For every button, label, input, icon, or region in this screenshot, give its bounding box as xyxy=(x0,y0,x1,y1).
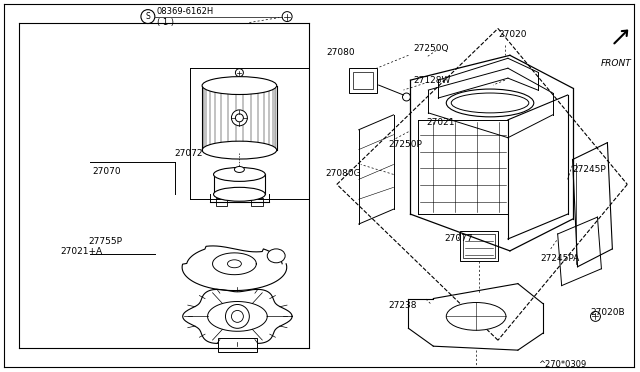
Ellipse shape xyxy=(268,249,285,263)
Ellipse shape xyxy=(446,89,534,117)
Ellipse shape xyxy=(234,167,244,173)
Ellipse shape xyxy=(236,114,243,122)
Text: 27072: 27072 xyxy=(175,148,204,158)
Bar xyxy=(353,72,372,89)
Ellipse shape xyxy=(227,260,241,268)
Ellipse shape xyxy=(214,187,265,201)
Text: 27020: 27020 xyxy=(498,31,527,39)
Text: 27250Q: 27250Q xyxy=(413,44,449,53)
Text: 27128W: 27128W xyxy=(413,76,451,85)
Text: S: S xyxy=(145,12,150,21)
Text: 27755P: 27755P xyxy=(88,237,122,246)
Text: 27021+A: 27021+A xyxy=(60,247,102,256)
Bar xyxy=(349,68,377,93)
Bar xyxy=(252,198,263,206)
Text: 27080G: 27080G xyxy=(325,170,360,179)
Text: ( 1 ): ( 1 ) xyxy=(157,18,174,27)
Text: 27070: 27070 xyxy=(92,167,121,176)
Ellipse shape xyxy=(451,93,529,113)
Text: 27077: 27077 xyxy=(444,234,473,243)
Text: 08369-6162H: 08369-6162H xyxy=(157,7,214,16)
Text: FRONT: FRONT xyxy=(600,59,631,68)
Text: 27020B: 27020B xyxy=(591,308,625,317)
Ellipse shape xyxy=(232,110,247,126)
Bar xyxy=(463,234,495,258)
Text: 27250P: 27250P xyxy=(388,140,422,149)
Text: 27245P: 27245P xyxy=(573,164,606,173)
Bar xyxy=(460,231,498,261)
Ellipse shape xyxy=(214,167,265,182)
Ellipse shape xyxy=(446,302,506,330)
Ellipse shape xyxy=(202,77,276,94)
Bar xyxy=(218,338,257,352)
Text: ^270*0309: ^270*0309 xyxy=(538,360,586,369)
Bar xyxy=(216,198,227,206)
Text: 27238: 27238 xyxy=(388,301,417,310)
Text: 27245PA: 27245PA xyxy=(541,254,580,263)
Text: 27021: 27021 xyxy=(426,118,455,127)
Text: 27080: 27080 xyxy=(326,48,355,57)
Ellipse shape xyxy=(202,141,276,159)
